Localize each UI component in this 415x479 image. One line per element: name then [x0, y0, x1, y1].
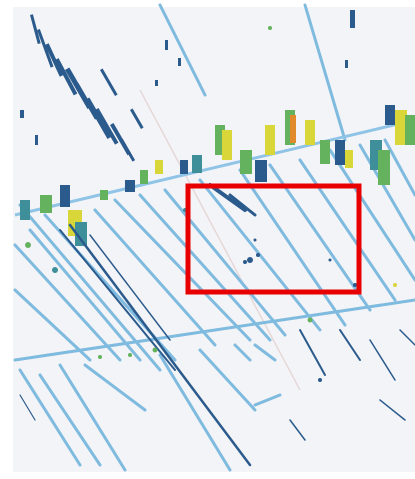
- road-corridor-fields: [14, 105, 415, 246]
- highlight-box: [185, 183, 362, 295]
- scattered-spots: [25, 26, 397, 382]
- faint-track-line: [139, 89, 301, 391]
- northwest-patches: [20, 10, 355, 162]
- southwest-streaks: [19, 183, 415, 467]
